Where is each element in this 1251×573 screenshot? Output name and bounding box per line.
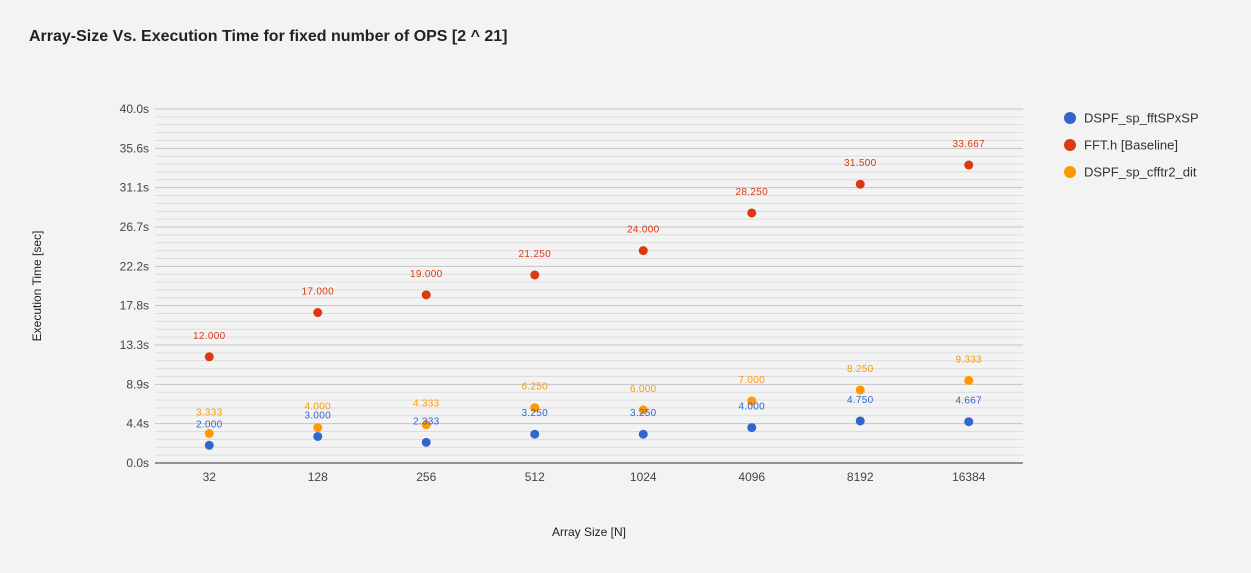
data-label: 2.333 xyxy=(413,416,440,427)
data-label: 12.000 xyxy=(193,331,226,342)
data-point xyxy=(855,179,865,189)
data-point xyxy=(530,429,540,439)
legend-label: DSPF_sp_cfftr2_dit xyxy=(1084,165,1197,180)
legend-marker xyxy=(1064,166,1076,178)
data-label: 3.333 xyxy=(196,408,223,419)
data-label: 3.250 xyxy=(630,408,657,419)
data-label: 4.667 xyxy=(955,396,982,407)
y-tick-label: 31.1s xyxy=(120,181,149,195)
y-tick-label: 22.2s xyxy=(120,259,149,273)
data-point xyxy=(747,396,757,406)
data-label: 19.000 xyxy=(410,269,443,280)
data-label: 4.750 xyxy=(847,395,874,406)
data-point xyxy=(421,290,431,300)
data-point xyxy=(747,423,757,433)
data-point xyxy=(964,160,974,170)
data-point xyxy=(638,246,648,256)
data-label: 4.000 xyxy=(304,402,331,413)
x-tick-label: 256 xyxy=(416,470,436,484)
x-tick-label: 128 xyxy=(308,470,328,484)
y-tick-label: 35.6s xyxy=(120,141,149,155)
legend-label: FFT.h [Baseline] xyxy=(1084,138,1178,153)
data-point xyxy=(204,352,214,362)
data-label: 6.250 xyxy=(521,382,548,393)
x-tick-label: 16384 xyxy=(952,470,986,484)
data-label: 8.250 xyxy=(847,364,874,375)
data-label: 17.000 xyxy=(302,287,335,298)
data-label: 33.667 xyxy=(953,139,986,150)
legend-marker xyxy=(1064,112,1076,124)
data-label: 7.000 xyxy=(738,375,765,386)
data-point xyxy=(421,437,431,447)
data-point xyxy=(530,403,540,413)
legend-marker xyxy=(1064,139,1076,151)
data-point xyxy=(204,429,214,439)
x-tick-label: 8192 xyxy=(847,470,874,484)
data-label: 9.333 xyxy=(955,354,982,365)
y-axis-title: Execution Time [sec] xyxy=(30,231,44,342)
data-point xyxy=(530,270,540,280)
data-point xyxy=(855,385,865,395)
data-label: 6.000 xyxy=(630,384,657,395)
data-label: 3.000 xyxy=(304,410,331,421)
x-tick-label: 4096 xyxy=(738,470,765,484)
y-tick-label: 0.0s xyxy=(126,456,149,470)
data-point xyxy=(638,429,648,439)
y-tick-label: 4.4s xyxy=(126,417,149,431)
x-tick-label: 512 xyxy=(525,470,545,484)
legend-label: DSPF_sp_fftSPxSP xyxy=(1084,111,1199,126)
data-label: 4.333 xyxy=(413,399,440,410)
data-label: 4.000 xyxy=(738,402,765,413)
data-label: 2.000 xyxy=(196,419,223,430)
y-tick-label: 8.9s xyxy=(126,377,149,391)
data-point xyxy=(964,417,974,427)
data-point xyxy=(204,440,214,450)
data-point xyxy=(313,431,323,441)
data-label: 3.250 xyxy=(521,408,548,419)
data-point xyxy=(313,423,323,433)
data-point xyxy=(421,420,431,430)
x-tick-label: 1024 xyxy=(630,470,657,484)
data-label: 24.000 xyxy=(627,225,660,236)
data-point xyxy=(638,405,648,415)
x-tick-label: 32 xyxy=(203,470,217,484)
data-label: 21.250 xyxy=(519,249,552,260)
y-tick-label: 40.0s xyxy=(120,102,149,116)
data-point xyxy=(747,208,757,218)
data-point xyxy=(313,308,323,318)
x-axis-title: Array Size [N] xyxy=(552,525,626,539)
chart-title: Array-Size Vs. Execution Time for fixed … xyxy=(29,28,508,45)
data-point xyxy=(855,416,865,426)
y-tick-label: 17.8s xyxy=(120,299,149,313)
data-label: 31.500 xyxy=(844,158,877,169)
data-label: 28.250 xyxy=(736,187,769,198)
y-tick-label: 13.3s xyxy=(120,338,149,352)
y-tick-label: 26.7s xyxy=(120,220,149,234)
data-point xyxy=(964,375,974,385)
